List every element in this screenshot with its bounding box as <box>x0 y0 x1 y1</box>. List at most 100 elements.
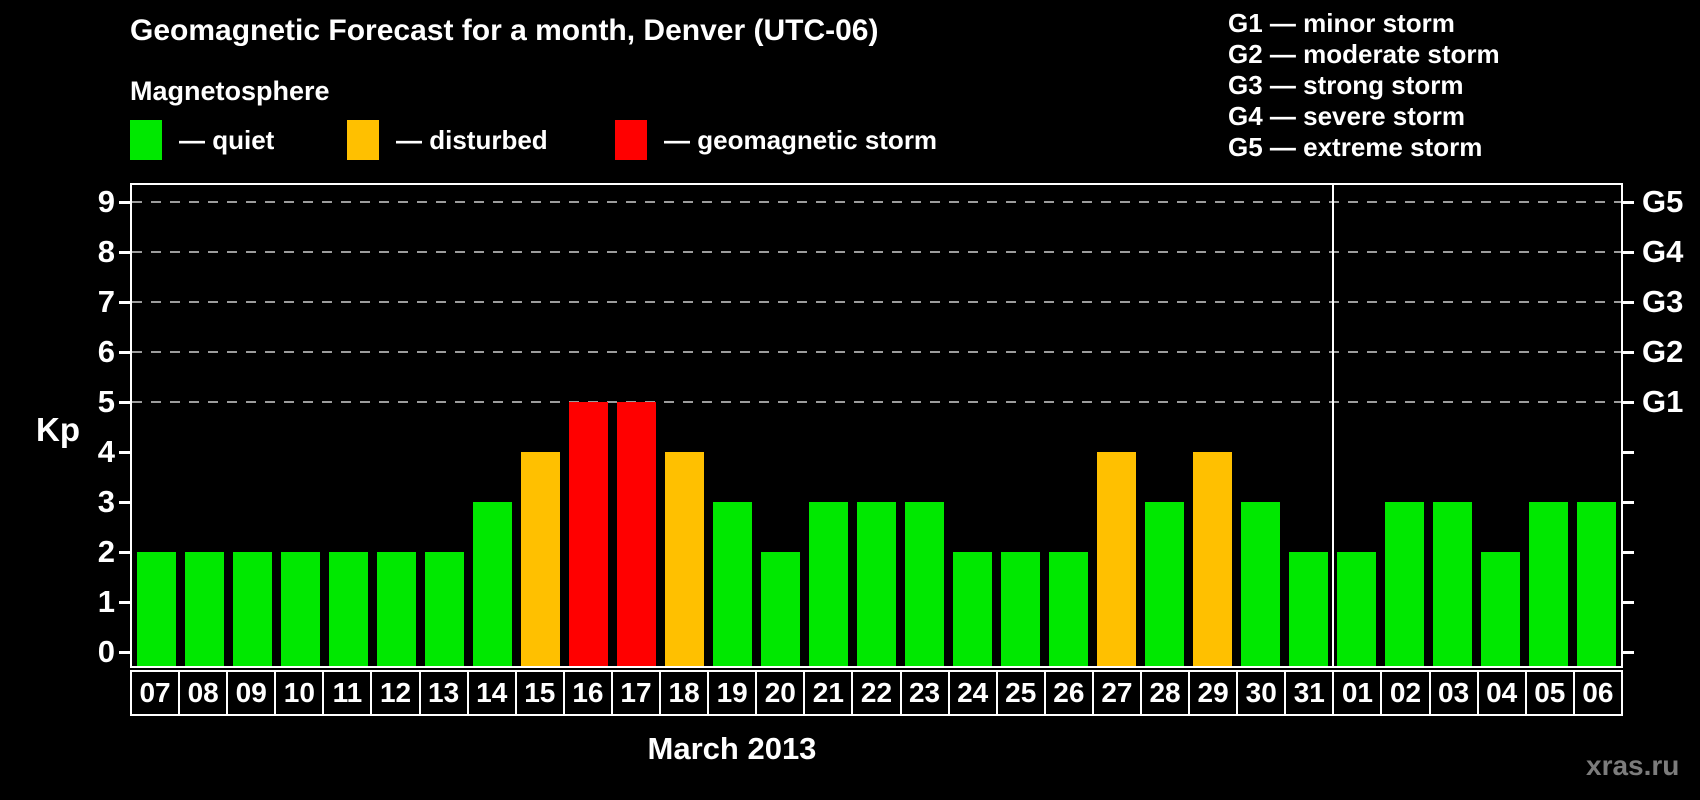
day-label-01: 01 <box>1332 670 1383 716</box>
day-label-24: 24 <box>947 670 998 716</box>
storm-scale-item-g4: G4 — severe storm <box>1228 101 1466 131</box>
day-label-26: 26 <box>1043 670 1094 716</box>
x-axis-title: March 2013 <box>647 731 817 766</box>
kp-bar-day-30 <box>1241 502 1281 666</box>
storm-scale-legend: G1 — minor storm G2 — moderate storm G3 … <box>1228 8 1500 163</box>
kp-bar-day-23 <box>905 502 945 666</box>
day-label-25: 25 <box>995 670 1046 716</box>
y-tick-right-6 <box>1623 351 1634 354</box>
g-label-G4: G4 <box>1642 234 1684 269</box>
kp-bar-day-28 <box>1145 502 1185 666</box>
day-label-29: 29 <box>1188 670 1239 716</box>
day-label-12: 12 <box>370 670 421 716</box>
kp-bar-day-31 <box>1289 552 1329 666</box>
day-label-08: 08 <box>178 670 229 716</box>
day-label-27: 27 <box>1091 670 1142 716</box>
kp-bar-day-02 <box>1385 502 1425 666</box>
y-tick-left-7 <box>119 301 130 304</box>
y-tick-right-8 <box>1623 251 1634 254</box>
chart-subtitle: Magnetosphere <box>130 76 330 106</box>
kp-bar-day-27 <box>1097 452 1137 666</box>
kp-bar-day-24 <box>953 552 993 666</box>
legend-label-storm: — geomagnetic storm <box>664 124 938 155</box>
day-label-13: 13 <box>418 670 469 716</box>
y-tick-right-3 <box>1623 501 1634 504</box>
day-label-10: 10 <box>274 670 325 716</box>
kp-bar-day-21 <box>808 502 848 666</box>
y-tick-left-4 <box>119 451 130 454</box>
day-label-18: 18 <box>659 670 710 716</box>
kp-bar-day-20 <box>760 552 800 666</box>
chart-title: Geomagnetic Forecast for a month, Denver… <box>130 14 879 47</box>
gridline-kp-6 <box>132 351 1621 353</box>
kp-bar-day-06 <box>1577 502 1617 666</box>
kp-bar-day-26 <box>1049 552 1089 666</box>
kp-bar-day-05 <box>1529 502 1569 666</box>
y-tick-label-4: 4 <box>97 434 115 469</box>
day-label-07: 07 <box>130 670 181 716</box>
y-tick-right-7 <box>1623 301 1634 304</box>
kp-bar-day-10 <box>280 552 320 666</box>
day-label-21: 21 <box>803 670 854 716</box>
day-label-30: 30 <box>1236 670 1287 716</box>
day-label-16: 16 <box>562 670 613 716</box>
month-boundary-line <box>1331 185 1334 666</box>
y-tick-left-1 <box>119 601 130 604</box>
kp-bar-day-09 <box>232 552 272 666</box>
gridline-kp-8 <box>132 251 1621 253</box>
day-label-06: 06 <box>1572 670 1623 716</box>
gridline-kp-7 <box>132 301 1621 303</box>
gridline-kp-9 <box>132 201 1621 203</box>
storm-scale-item-g1: G1 — minor storm <box>1228 8 1455 38</box>
day-label-15: 15 <box>514 670 565 716</box>
day-label-14: 14 <box>466 670 517 716</box>
storm-scale-item-g2: G2 — moderate storm <box>1228 39 1500 69</box>
kp-bar-day-18 <box>664 452 704 666</box>
kp-bar-day-16 <box>568 402 608 666</box>
day-label-05: 05 <box>1524 670 1575 716</box>
kp-bar-day-13 <box>424 552 464 666</box>
x-axis-day-labels: 07 08 09 10 11 12 13 14 15 16 17 18 19 20 21 22 23 24 25 26… <box>130 670 1623 716</box>
y-tick-label-6: 6 <box>97 334 115 369</box>
day-label-22: 22 <box>851 670 902 716</box>
storm-scale-item-g3: G3 — strong storm <box>1228 70 1464 100</box>
kp-bar-day-03 <box>1433 502 1473 666</box>
kp-bar-day-12 <box>376 552 416 666</box>
legend-item-storm: — geomagnetic storm <box>615 120 937 160</box>
day-label-11: 11 <box>322 670 373 716</box>
y-tick-label-5: 5 <box>97 384 115 419</box>
y-tick-left-0 <box>119 651 130 654</box>
g-label-G1: G1 <box>1642 384 1684 419</box>
day-label-31: 31 <box>1284 670 1335 716</box>
y-tick-left-8 <box>119 251 130 254</box>
y-tick-right-9 <box>1623 201 1634 204</box>
day-label-23: 23 <box>899 670 950 716</box>
y-axis-label: Kp <box>36 411 80 448</box>
y-tick-right-4 <box>1623 451 1634 454</box>
kp-bar-day-25 <box>1001 552 1041 666</box>
y-tick-left-9 <box>119 201 130 204</box>
kp-bar-day-19 <box>712 502 752 666</box>
kp-bar-day-14 <box>472 502 512 666</box>
gridline-kp-5 <box>132 401 1621 403</box>
g-label-G3: G3 <box>1642 284 1684 319</box>
y-tick-right-2 <box>1623 551 1634 554</box>
legend-label-disturbed: — disturbed <box>396 124 548 155</box>
kp-bar-day-11 <box>328 552 368 666</box>
disturbed-color-swatch <box>347 120 379 160</box>
day-label-02: 02 <box>1380 670 1431 716</box>
y-tick-label-1: 1 <box>97 584 115 619</box>
day-label-17: 17 <box>610 670 662 716</box>
y-tick-right-1 <box>1623 601 1634 604</box>
y-tick-label-8: 8 <box>97 234 115 269</box>
y-tick-label-9: 9 <box>97 184 115 219</box>
kp-bar-day-22 <box>856 502 896 666</box>
y-tick-right-5 <box>1623 401 1634 404</box>
kp-bar-day-01 <box>1337 552 1377 666</box>
y-tick-label-7: 7 <box>97 284 115 319</box>
day-label-04: 04 <box>1476 670 1527 716</box>
day-label-09: 09 <box>226 670 277 716</box>
y-tick-right-0 <box>1623 651 1634 654</box>
kp-bar-day-29 <box>1193 452 1233 666</box>
